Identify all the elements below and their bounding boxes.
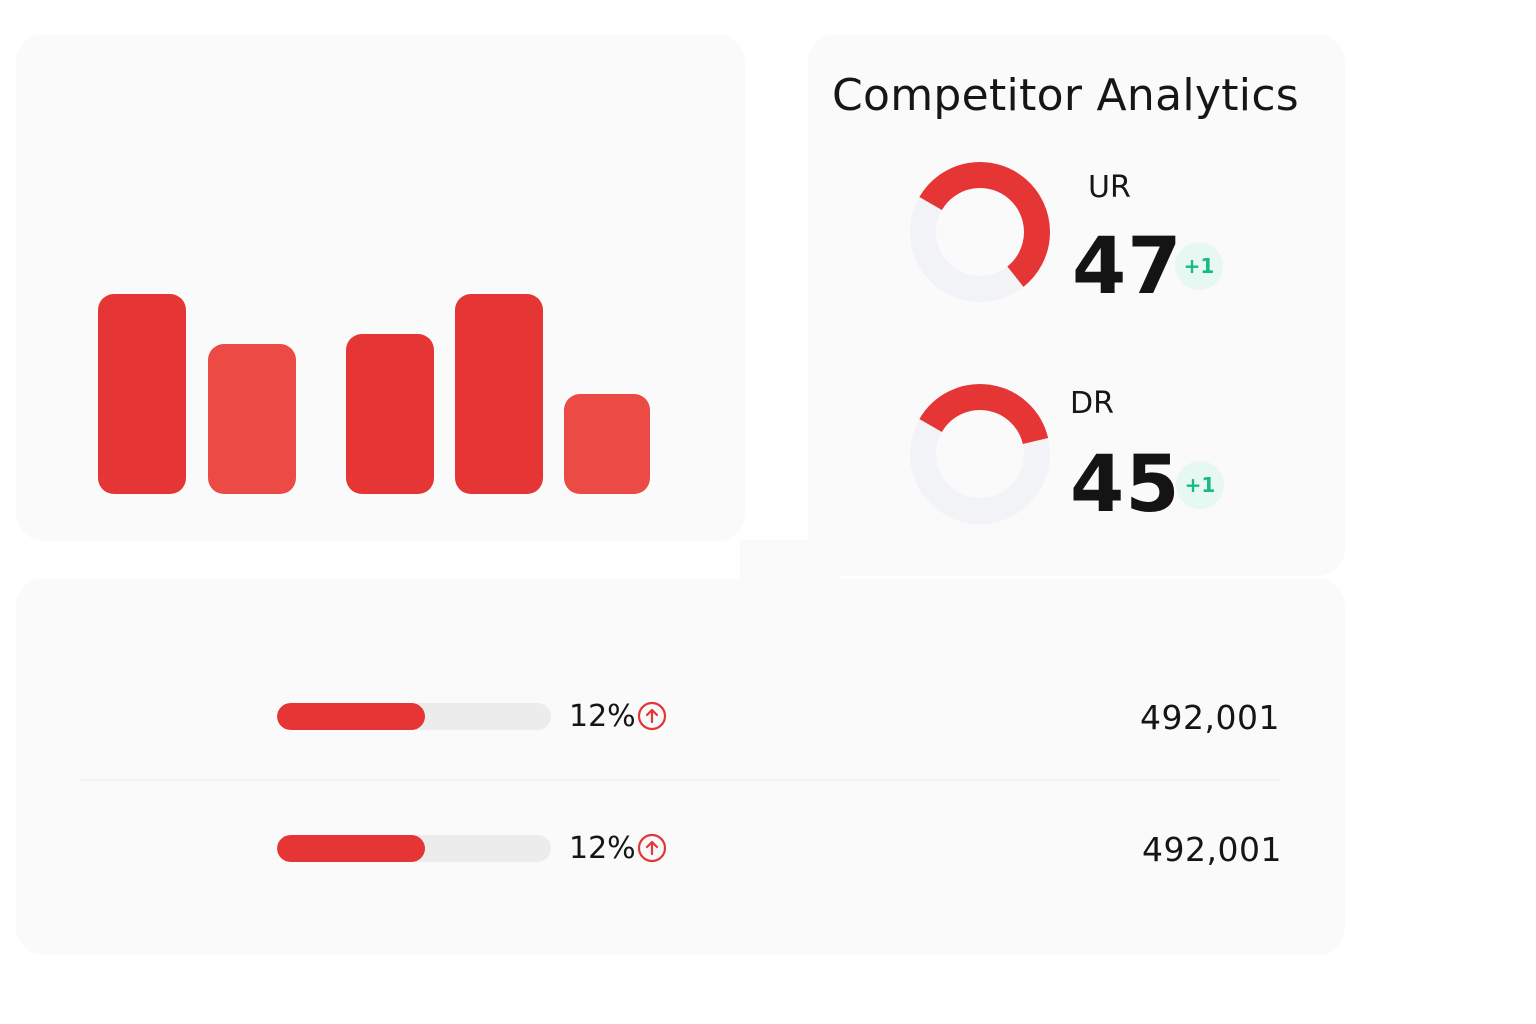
- progress-bar: [277, 703, 551, 730]
- competitor-analytics-card: [808, 34, 1345, 576]
- row-divider: [80, 779, 1280, 781]
- progress-fill: [277, 835, 425, 862]
- dr-delta-badge: +1: [1176, 461, 1224, 509]
- traffic-value: 492,001: [1142, 830, 1282, 869]
- arrow-up-circle-icon: [637, 833, 667, 863]
- progress-fill: [277, 703, 425, 730]
- dr-value: 45: [1070, 440, 1181, 530]
- arrow-up-circle-icon: [637, 701, 667, 731]
- dr-gauge: [910, 384, 1050, 524]
- bar-1: [98, 294, 186, 494]
- percent-change: 12%: [569, 699, 636, 734]
- bar-chart: [98, 294, 650, 494]
- gauge-fill: [919, 384, 1049, 445]
- traffic-value: 492,001: [1140, 698, 1280, 737]
- ur-gauge: [910, 162, 1050, 302]
- page-title: Competitor Analytics: [832, 70, 1300, 121]
- progress-bar: [277, 835, 551, 862]
- ur-label: UR: [1088, 170, 1131, 205]
- gauge-fill: [919, 162, 1050, 287]
- bar-4: [455, 294, 543, 494]
- bar-5: [564, 394, 650, 494]
- bar-chart-card: [16, 34, 745, 541]
- bar-2: [208, 344, 296, 494]
- percent-change: 12%: [569, 831, 636, 866]
- bar-3: [346, 334, 434, 494]
- ur-value: 47: [1072, 222, 1183, 312]
- ur-delta-badge: +1: [1175, 242, 1223, 290]
- traffic-card: [16, 578, 1345, 955]
- dr-label: DR: [1070, 386, 1114, 421]
